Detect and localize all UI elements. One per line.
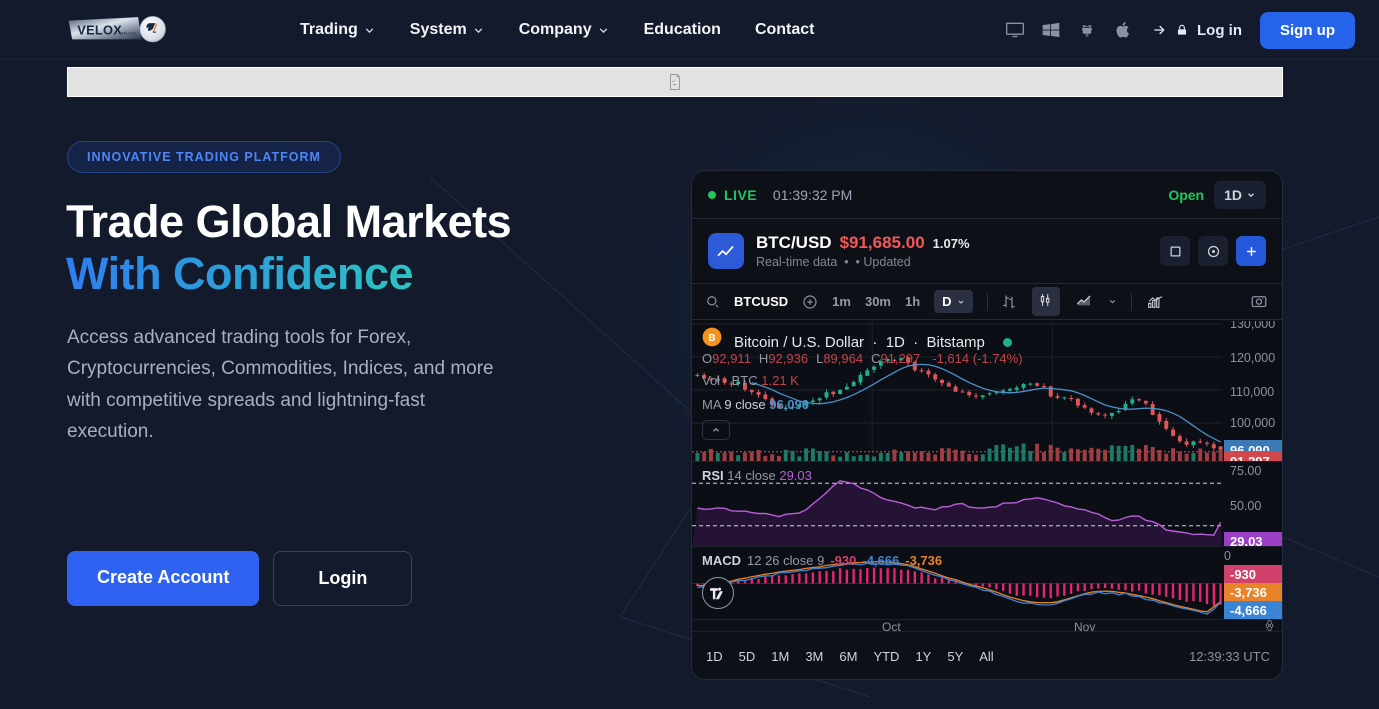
svg-text:TRADE: TRADE <box>121 31 137 36</box>
svg-text:B: B <box>708 333 715 344</box>
svg-text:VELOX: VELOX <box>77 22 122 37</box>
